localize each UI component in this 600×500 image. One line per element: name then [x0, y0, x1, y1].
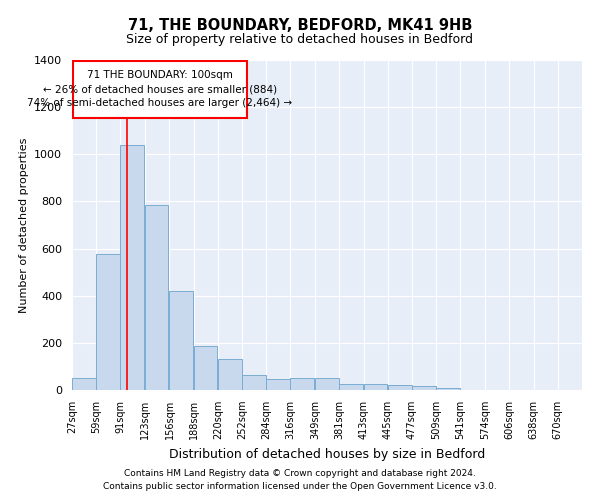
Bar [388, 386, 412, 390]
Bar [315, 378, 339, 390]
Text: Contains HM Land Registry data © Crown copyright and database right 2024.: Contains HM Land Registry data © Crown c… [124, 468, 476, 477]
Y-axis label: Number of detached properties: Number of detached properties [19, 138, 29, 312]
Bar [266, 380, 290, 390]
Bar [121, 145, 144, 390]
X-axis label: Distribution of detached houses by size in Bedford: Distribution of detached houses by size … [169, 448, 485, 460]
Text: 71 THE BOUNDARY: 100sqm
← 26% of detached houses are smaller (884)
74% of semi-d: 71 THE BOUNDARY: 100sqm ← 26% of detache… [27, 70, 292, 108]
Text: Contains public sector information licensed under the Open Government Licence v3: Contains public sector information licen… [103, 482, 497, 491]
Text: Size of property relative to detached houses in Bedford: Size of property relative to detached ho… [127, 32, 473, 46]
Bar [412, 386, 436, 390]
Bar [145, 205, 169, 390]
Bar [194, 346, 217, 390]
Bar [340, 384, 363, 390]
Text: 71, THE BOUNDARY, BEDFORD, MK41 9HB: 71, THE BOUNDARY, BEDFORD, MK41 9HB [128, 18, 472, 32]
Bar [96, 254, 120, 390]
Bar [218, 360, 242, 390]
Bar [72, 378, 96, 390]
Bar [364, 384, 388, 390]
Bar [436, 388, 460, 390]
FancyBboxPatch shape [73, 61, 247, 118]
Bar [169, 291, 193, 390]
Bar [290, 378, 314, 390]
Bar [242, 374, 266, 390]
